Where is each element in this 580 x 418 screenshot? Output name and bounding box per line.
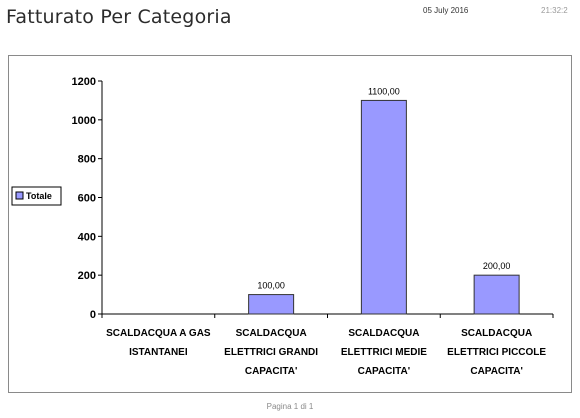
x-category-label: SCALDACQUA ELETTRICI MEDIE CAPACITA' — [341, 328, 427, 377]
x-category-label: SCALDACQUA A GAS ISTANTANEI — [106, 328, 211, 358]
legend-label: Totale — [26, 191, 52, 201]
bar — [248, 294, 295, 315]
x-category-label: SCALDACQUA ELETTRICI PICCOLE CAPACITA' — [447, 328, 546, 377]
data-label: 100,00 — [257, 281, 285, 291]
y-tick-label: 800 — [78, 154, 96, 166]
y-tick-label: 200 — [78, 270, 96, 282]
data-label: 1100,00 — [368, 86, 400, 96]
y-tick-label: 0 — [90, 309, 96, 321]
legend-box — [11, 186, 62, 206]
x-category-label: SCALDACQUA ELETTRICI GRANDI CAPACITA' — [224, 328, 318, 377]
page-indicator: Pagina 1 di 1 — [266, 402, 314, 411]
report-time: 21:32:2 — [541, 6, 568, 15]
page-title: Fatturato Per Categoria — [6, 6, 232, 28]
chart-frame: 0 200 400 600 800 1000 1200 SCALDACQUA A GAS IST… — [8, 55, 572, 393]
bar — [473, 274, 520, 315]
y-tick-label: 1000 — [72, 115, 96, 127]
y-tick-label: 400 — [78, 231, 96, 243]
data-label: 200,00 — [483, 261, 511, 271]
y-tick-label: 1200 — [72, 76, 96, 88]
y-tick-label: 600 — [78, 193, 96, 205]
report-date: 05 July 2016 — [423, 6, 469, 15]
legend-swatch — [15, 191, 24, 200]
bar-chart: 0 200 400 600 800 1000 1200 SCALDACQUA A GAS IST… — [11, 76, 554, 377]
bar — [360, 99, 407, 315]
